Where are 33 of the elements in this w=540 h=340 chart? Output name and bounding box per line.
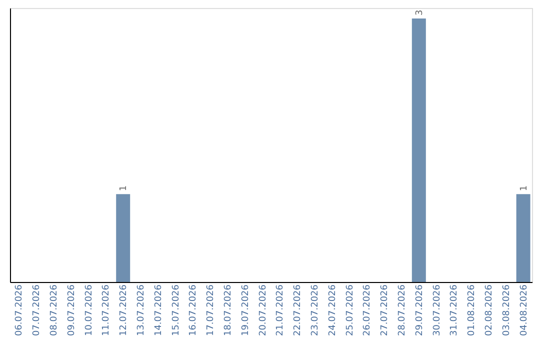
x-tick-label: 24.07.2026	[328, 284, 338, 336]
x-tick-label: 25.07.2026	[345, 284, 356, 336]
x-tick-label: 09.07.2026	[66, 284, 77, 336]
x-tick-label: 12.07.2026	[119, 284, 130, 336]
x-tick-label: 22.07.2026	[293, 284, 304, 336]
x-tick-label: 30.07.2026	[432, 284, 442, 336]
x-tick-label: 17.07.2026	[206, 284, 216, 336]
x-tick-label: 06.07.2026	[14, 284, 25, 336]
x-tick-label: 16.07.2026	[188, 284, 199, 336]
data-label: 1	[119, 185, 130, 192]
x-tick-label: 14.07.2026	[154, 284, 164, 336]
x-tick-label: 21.07.2026	[276, 284, 286, 336]
data-label: 3	[414, 10, 425, 16]
x-tick-label: 10.07.2026	[84, 284, 94, 336]
x-tick-label: 01.08.2026	[467, 284, 478, 336]
x-tick-label: 13.07.2026	[136, 284, 146, 336]
x-tick-label: 23.07.2026	[310, 284, 320, 336]
x-tick-label: 18.07.2026	[224, 284, 234, 336]
x-tick-label: 19.07.2026	[240, 284, 251, 336]
x-tick-label: 26.07.2026	[362, 284, 373, 336]
x-tick-label: 02.08.2026	[484, 284, 494, 336]
x-tick-label: 08.07.2026	[50, 284, 60, 336]
x-tick-label: 15.07.2026	[171, 284, 182, 336]
x-tick-label: 27.07.2026	[380, 284, 390, 336]
x-tick-label: 07.07.2026	[32, 284, 42, 336]
x-tick-label: 29.07.2026	[414, 284, 425, 336]
x-tick-label: 11.07.2026	[102, 284, 112, 336]
x-tick-label: 31.07.2026	[450, 284, 460, 336]
x-tick-label: 20.07.2026	[258, 284, 268, 336]
x-tick-label: 28.07.2026	[398, 284, 408, 336]
data-label: 1	[519, 185, 530, 192]
x-tick-label: 03.08.2026	[502, 284, 512, 336]
x-tick-label: 04.08.2026	[519, 284, 530, 336]
